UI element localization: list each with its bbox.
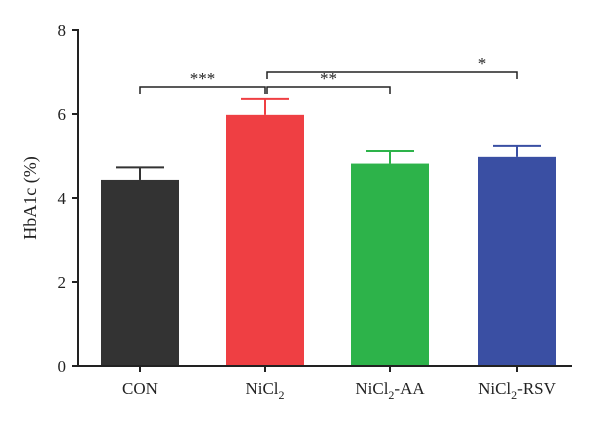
y-tick-label-4: 8 bbox=[58, 21, 67, 40]
sig-label-0: *** bbox=[190, 69, 216, 88]
x-tick-label-1: NiCl2 bbox=[245, 379, 284, 402]
x-tick-label-2: NiCl2-AA bbox=[355, 379, 425, 402]
bar-0 bbox=[101, 179, 179, 366]
sig-label-1: ** bbox=[320, 69, 337, 88]
sig-bracket-2 bbox=[266, 71, 518, 79]
y-tick-label-2: 4 bbox=[58, 189, 67, 208]
y-tick-label-3: 6 bbox=[58, 105, 67, 124]
y-tick-label-1: 2 bbox=[58, 273, 67, 292]
y-axis-title: HbA1c (%) bbox=[20, 156, 41, 239]
bar-3 bbox=[478, 156, 556, 366]
sig-bracket-0 bbox=[139, 86, 266, 94]
x-tick-label-0: CON bbox=[122, 379, 158, 398]
bar-2 bbox=[351, 163, 429, 366]
y-tick-label-0: 0 bbox=[58, 357, 67, 376]
bar-1 bbox=[226, 114, 304, 366]
sig-bracket-1 bbox=[266, 86, 391, 94]
x-tick-label-3: NiCl2-RSV bbox=[478, 379, 557, 402]
sig-label-2: * bbox=[478, 54, 487, 73]
